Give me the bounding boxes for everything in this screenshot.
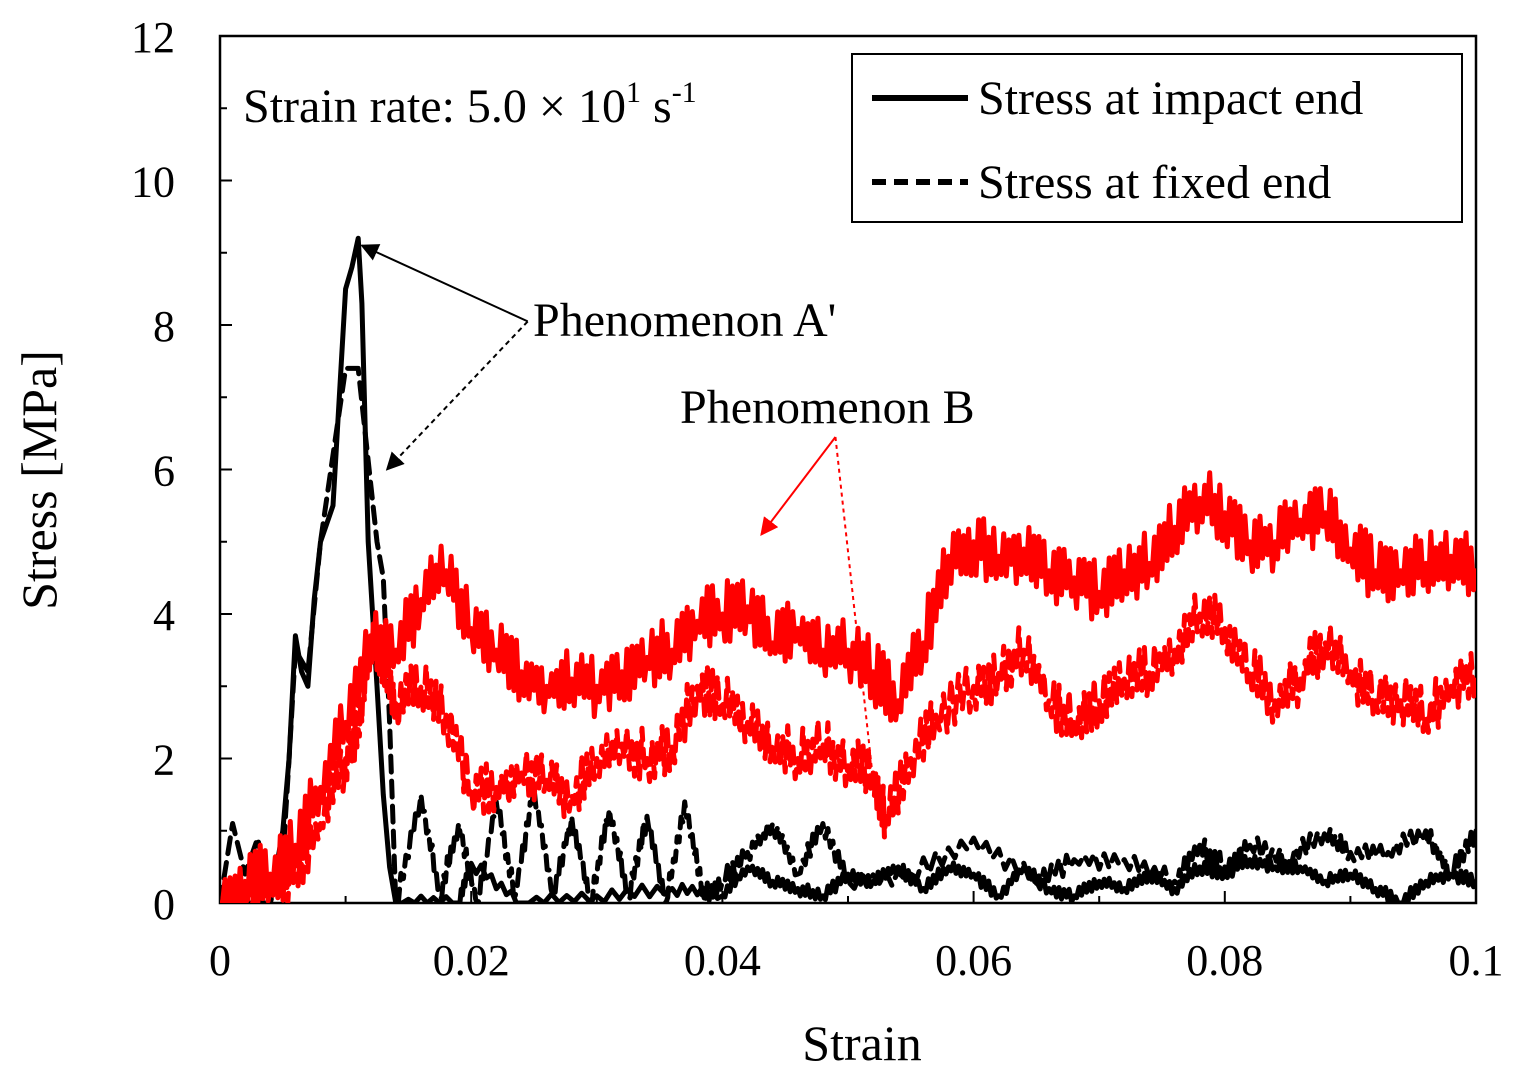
phenomenon-a-arrow-impact	[360, 244, 529, 323]
series-line-5	[220, 592, 1476, 903]
legend-label-impact: Stress at impact end	[978, 72, 1363, 125]
x-tick-label: 0.08	[1186, 936, 1263, 985]
y-tick-label: 2	[153, 736, 175, 785]
y-tick-label: 6	[153, 447, 175, 496]
series-line-4	[220, 470, 1476, 903]
y-tick-label: 12	[131, 13, 175, 62]
x-axis-title: Strain	[802, 1015, 921, 1071]
phenomenon-a-label: Phenomenon A'	[533, 294, 836, 347]
x-tick-label: 0.06	[935, 936, 1012, 985]
series-line-1	[220, 365, 399, 903]
x-tick-label: 0.04	[684, 936, 761, 985]
phenomenon-b-arrow-impact	[760, 436, 837, 536]
series-layer	[220, 235, 1476, 903]
legend: Stress at impact end Stress at fixed end	[851, 53, 1463, 223]
y-axis-title: Stress [MPa]	[11, 350, 67, 610]
strain-rate-unit: s	[641, 80, 672, 133]
annotation-arrows	[360, 244, 875, 781]
y-tick-label: 8	[153, 302, 175, 351]
x-tick-label: 0.02	[433, 936, 510, 985]
strain-rate-unit-exponent: -1	[672, 76, 697, 109]
phenomenon-b-arrow-fixed	[834, 436, 875, 781]
legend-label-fixed: Stress at fixed end	[978, 156, 1331, 209]
x-tick-label: 0.1	[1449, 936, 1504, 985]
phenomenon-b-label: Phenomenon B	[680, 381, 975, 434]
phenomenon-a-arrow-fixed	[385, 320, 529, 471]
strain-rate-label: Strain rate: 5.0 × 101 s-1	[243, 76, 697, 133]
strain-rate-prefix: Strain rate: 5.0 × 10	[243, 80, 626, 133]
y-tick-label: 0	[153, 880, 175, 929]
legend-box	[851, 53, 1463, 223]
axis-ticks: 0 0.02 0.04 0.06 0.08 0.1 0 2 4 6 8 10 12	[131, 13, 1504, 985]
y-tick-label: 4	[153, 591, 175, 640]
strain-rate-exponent: 1	[626, 76, 641, 109]
series-line-3	[393, 784, 1476, 903]
x-tick-label: 0	[209, 936, 231, 985]
y-tick-label: 10	[131, 158, 175, 207]
